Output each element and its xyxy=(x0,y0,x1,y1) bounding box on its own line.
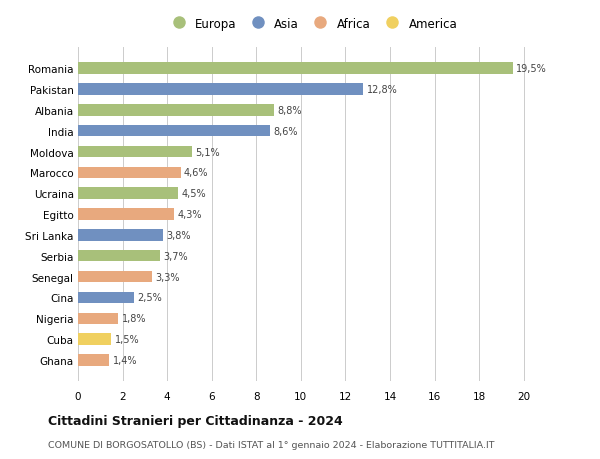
Text: 1,8%: 1,8% xyxy=(121,313,146,324)
Text: 12,8%: 12,8% xyxy=(367,85,397,95)
Bar xyxy=(78,271,152,283)
Bar xyxy=(78,354,109,366)
Text: 3,8%: 3,8% xyxy=(166,230,191,241)
Text: 4,5%: 4,5% xyxy=(182,189,206,199)
Text: 1,5%: 1,5% xyxy=(115,334,139,344)
Text: 8,8%: 8,8% xyxy=(277,106,302,116)
Text: 2,5%: 2,5% xyxy=(137,293,162,303)
Text: 1,4%: 1,4% xyxy=(113,355,137,365)
Bar xyxy=(78,63,512,75)
Bar xyxy=(78,167,181,179)
Text: COMUNE DI BORGOSATOLLO (BS) - Dati ISTAT al 1° gennaio 2024 - Elaborazione TUTTI: COMUNE DI BORGOSATOLLO (BS) - Dati ISTAT… xyxy=(48,441,494,449)
Bar xyxy=(78,334,112,345)
Bar xyxy=(78,105,274,116)
Text: 5,1%: 5,1% xyxy=(195,147,220,157)
Text: Cittadini Stranieri per Cittadinanza - 2024: Cittadini Stranieri per Cittadinanza - 2… xyxy=(48,414,343,428)
Bar xyxy=(78,126,269,137)
Bar xyxy=(78,251,160,262)
Text: 4,3%: 4,3% xyxy=(177,210,202,219)
Bar xyxy=(78,292,134,303)
Bar xyxy=(78,188,178,200)
Text: 19,5%: 19,5% xyxy=(516,64,547,74)
Legend: Europa, Asia, Africa, America: Europa, Asia, Africa, America xyxy=(167,17,457,30)
Bar xyxy=(78,146,191,158)
Bar xyxy=(78,313,118,324)
Bar xyxy=(78,230,163,241)
Bar xyxy=(78,84,363,95)
Bar xyxy=(78,209,174,220)
Text: 3,7%: 3,7% xyxy=(164,251,188,261)
Text: 4,6%: 4,6% xyxy=(184,168,208,178)
Text: 8,6%: 8,6% xyxy=(273,126,298,136)
Text: 3,3%: 3,3% xyxy=(155,272,179,282)
